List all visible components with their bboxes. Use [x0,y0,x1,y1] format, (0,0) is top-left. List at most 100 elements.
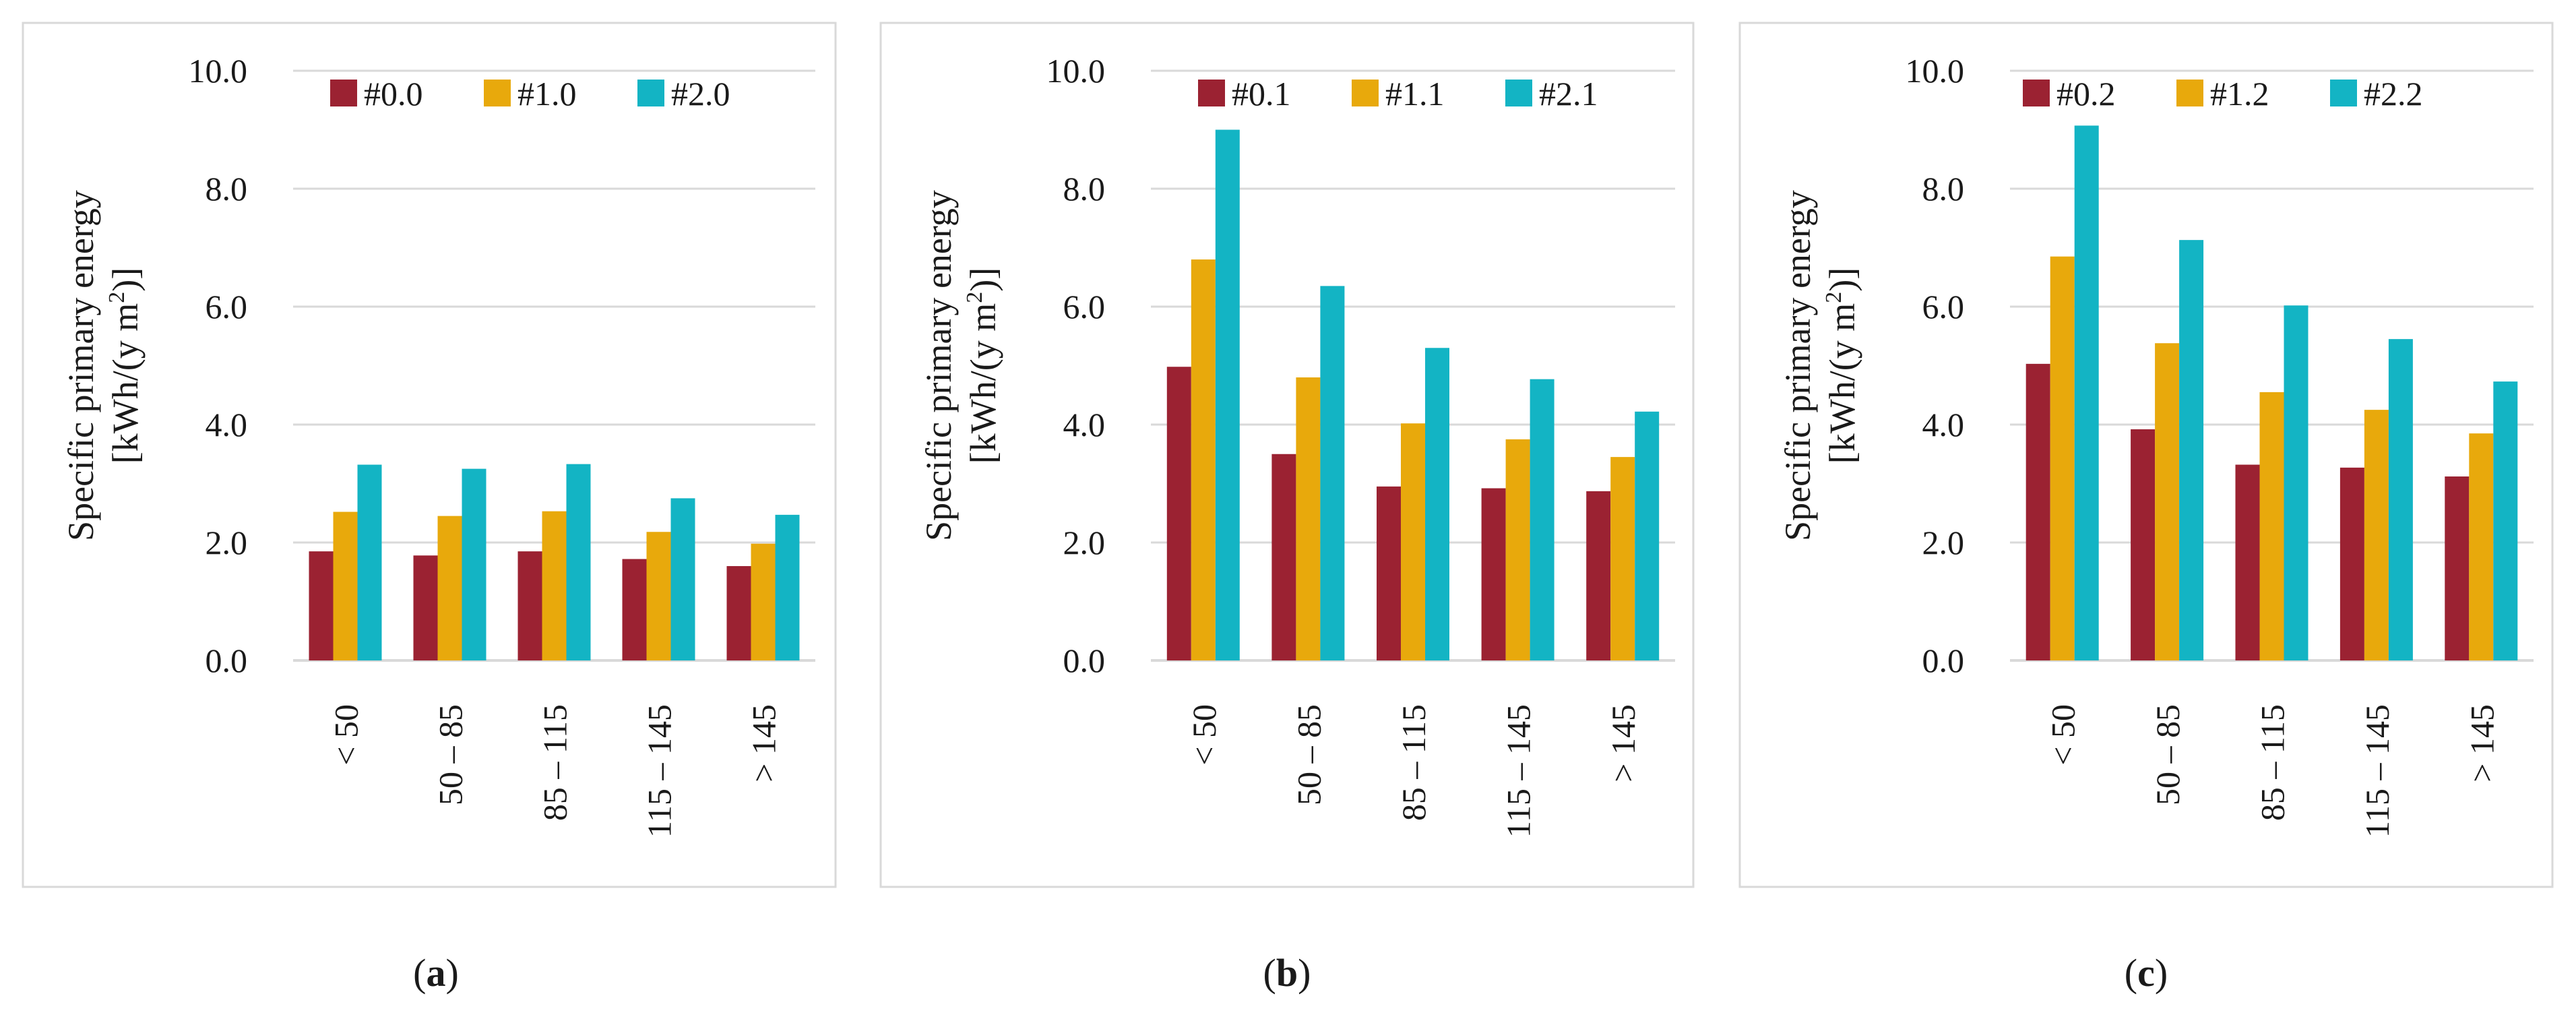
bar-1.1-0 [1191,259,1216,660]
x-tick-label: 85 – 115 [536,704,574,821]
bar-0.0-2 [517,551,542,660]
y-axis-label-line2: [kWh/(y m2)] [104,268,146,464]
bar-2.2-1 [2179,240,2204,660]
legend-swatch [1505,80,1532,106]
legend-label: #0.0 [364,75,423,113]
panel-caption: (a) [413,951,459,995]
legend-swatch [2023,80,2050,106]
x-tick-label: 85 – 115 [1395,704,1433,821]
y-axis-label-line1: Specific primary energy [918,190,959,541]
legend-label: #1.2 [2210,75,2269,113]
bar-1.0-0 [333,512,358,660]
y-axis-label-sup: 2 [962,292,987,303]
y-axis-label-line1: Specific primary energy [61,190,101,541]
bar-1.0-1 [437,516,462,660]
legend-label: #2.2 [2364,75,2423,113]
bar-1.1-4 [1610,457,1635,660]
y-tick-label: 0.0 [1063,642,1106,679]
y-tick-label: 10.0 [1046,52,1106,90]
bar-0.1-4 [1586,491,1611,660]
panel-caption: (b) [1263,951,1311,995]
x-tick-label: 115 – 145 [641,704,679,838]
bar-1.2-3 [2364,410,2389,660]
y-tick-label: 6.0 [1922,288,1965,326]
bar-0.2-0 [2025,363,2050,660]
panel-caption-letter: b [1276,951,1298,995]
bar-0.1-1 [1271,454,1296,660]
panel-caption-letter: a [427,951,446,995]
bar-2.2-0 [2074,125,2099,660]
bar-2.1-3 [1530,379,1554,660]
bar-2.0-2 [566,464,591,660]
y-tick-label: 6.0 [206,288,248,326]
bar-2.0-0 [357,464,382,660]
y-tick-label: 0.0 [1922,642,1965,679]
y-tick-label: 8.0 [1063,170,1106,208]
bar-2.2-3 [2388,339,2413,660]
legend-label: #1.0 [517,75,577,113]
panel-caption: (c) [2125,951,2168,995]
x-tick-label: 85 – 115 [2254,704,2292,821]
y-tick-label: 10.0 [189,52,248,90]
x-tick-label: > 145 [745,704,783,782]
legend-swatch [2176,80,2203,106]
x-tick-label: < 50 [327,704,365,766]
bar-0.1-3 [1481,488,1506,660]
bar-0.0-0 [309,551,334,660]
bar-2.1-0 [1215,129,1240,660]
legend-swatch [330,80,357,106]
bar-1.2-2 [2259,392,2284,660]
y-tick-label: 2.0 [206,524,248,561]
y-axis-label-unit-end: )] [963,268,1003,292]
bar-0.0-1 [413,555,438,660]
bar-1.1-1 [1296,377,1321,660]
y-tick-label: 8.0 [1922,170,1965,208]
x-tick-label: 50 – 85 [2149,704,2187,805]
bar-1.1-3 [1505,439,1530,660]
legend-swatch [1198,80,1225,106]
y-tick-label: 4.0 [1922,406,1965,443]
y-tick-label: 2.0 [1922,524,1965,561]
y-axis-label-unit: [kWh/(y m [963,303,1003,464]
y-tick-label: 2.0 [1063,524,1106,561]
bar-0.1-2 [1377,486,1401,660]
bar-1.2-1 [2155,343,2180,660]
legend-swatch [484,80,511,106]
y-axis-label-unit: [kWh/(y m [1822,303,1862,464]
y-axis-label-unit: [kWh/(y m [105,303,146,464]
bar-0.0-3 [622,559,647,660]
legend-swatch [2330,80,2357,106]
bar-1.0-4 [751,543,776,660]
x-tick-label: > 145 [2463,704,2501,782]
chart-panel-b: 0.0 2.0 4.0 6.0 8.0 10.0 Specific primary ener… [879,22,1695,995]
bar-1.0-3 [646,532,671,660]
bar-0.2-2 [2235,464,2260,660]
x-tick-label: 50 – 85 [1290,704,1327,805]
x-tick-label: < 50 [1185,704,1223,766]
bar-2.1-4 [1635,411,1660,660]
bar-2.2-4 [2493,381,2518,660]
y-axis-label-line1: Specific primary energy [1778,190,1818,541]
bar-2.0-1 [462,468,486,660]
bar-2.0-3 [670,498,695,660]
legend-label: #1.1 [1385,75,1445,113]
legend-label: #0.1 [1232,75,1291,113]
bar-1.0-2 [542,511,567,660]
legend-label: #0.2 [2056,75,2116,113]
x-tick-label: 50 – 85 [432,704,470,805]
y-tick-label: 4.0 [1063,406,1106,443]
bar-2.2-2 [2284,305,2308,660]
legend-swatch [637,80,664,106]
y-tick-label: 4.0 [206,406,248,443]
y-axis-label-line2: [kWh/(y m2)] [962,268,1003,464]
x-tick-label: 115 – 145 [1500,704,1538,838]
y-axis-label-line2: [kWh/(y m2)] [1821,268,1862,464]
bar-2.0-4 [775,514,800,660]
bar-1.2-0 [2050,256,2075,660]
legend-label: #2.0 [671,75,730,113]
y-axis-label-sup: 2 [104,292,129,303]
y-tick-label: 10.0 [1906,52,1965,90]
bar-0.2-3 [2339,467,2364,660]
y-tick-label: 8.0 [206,170,248,208]
